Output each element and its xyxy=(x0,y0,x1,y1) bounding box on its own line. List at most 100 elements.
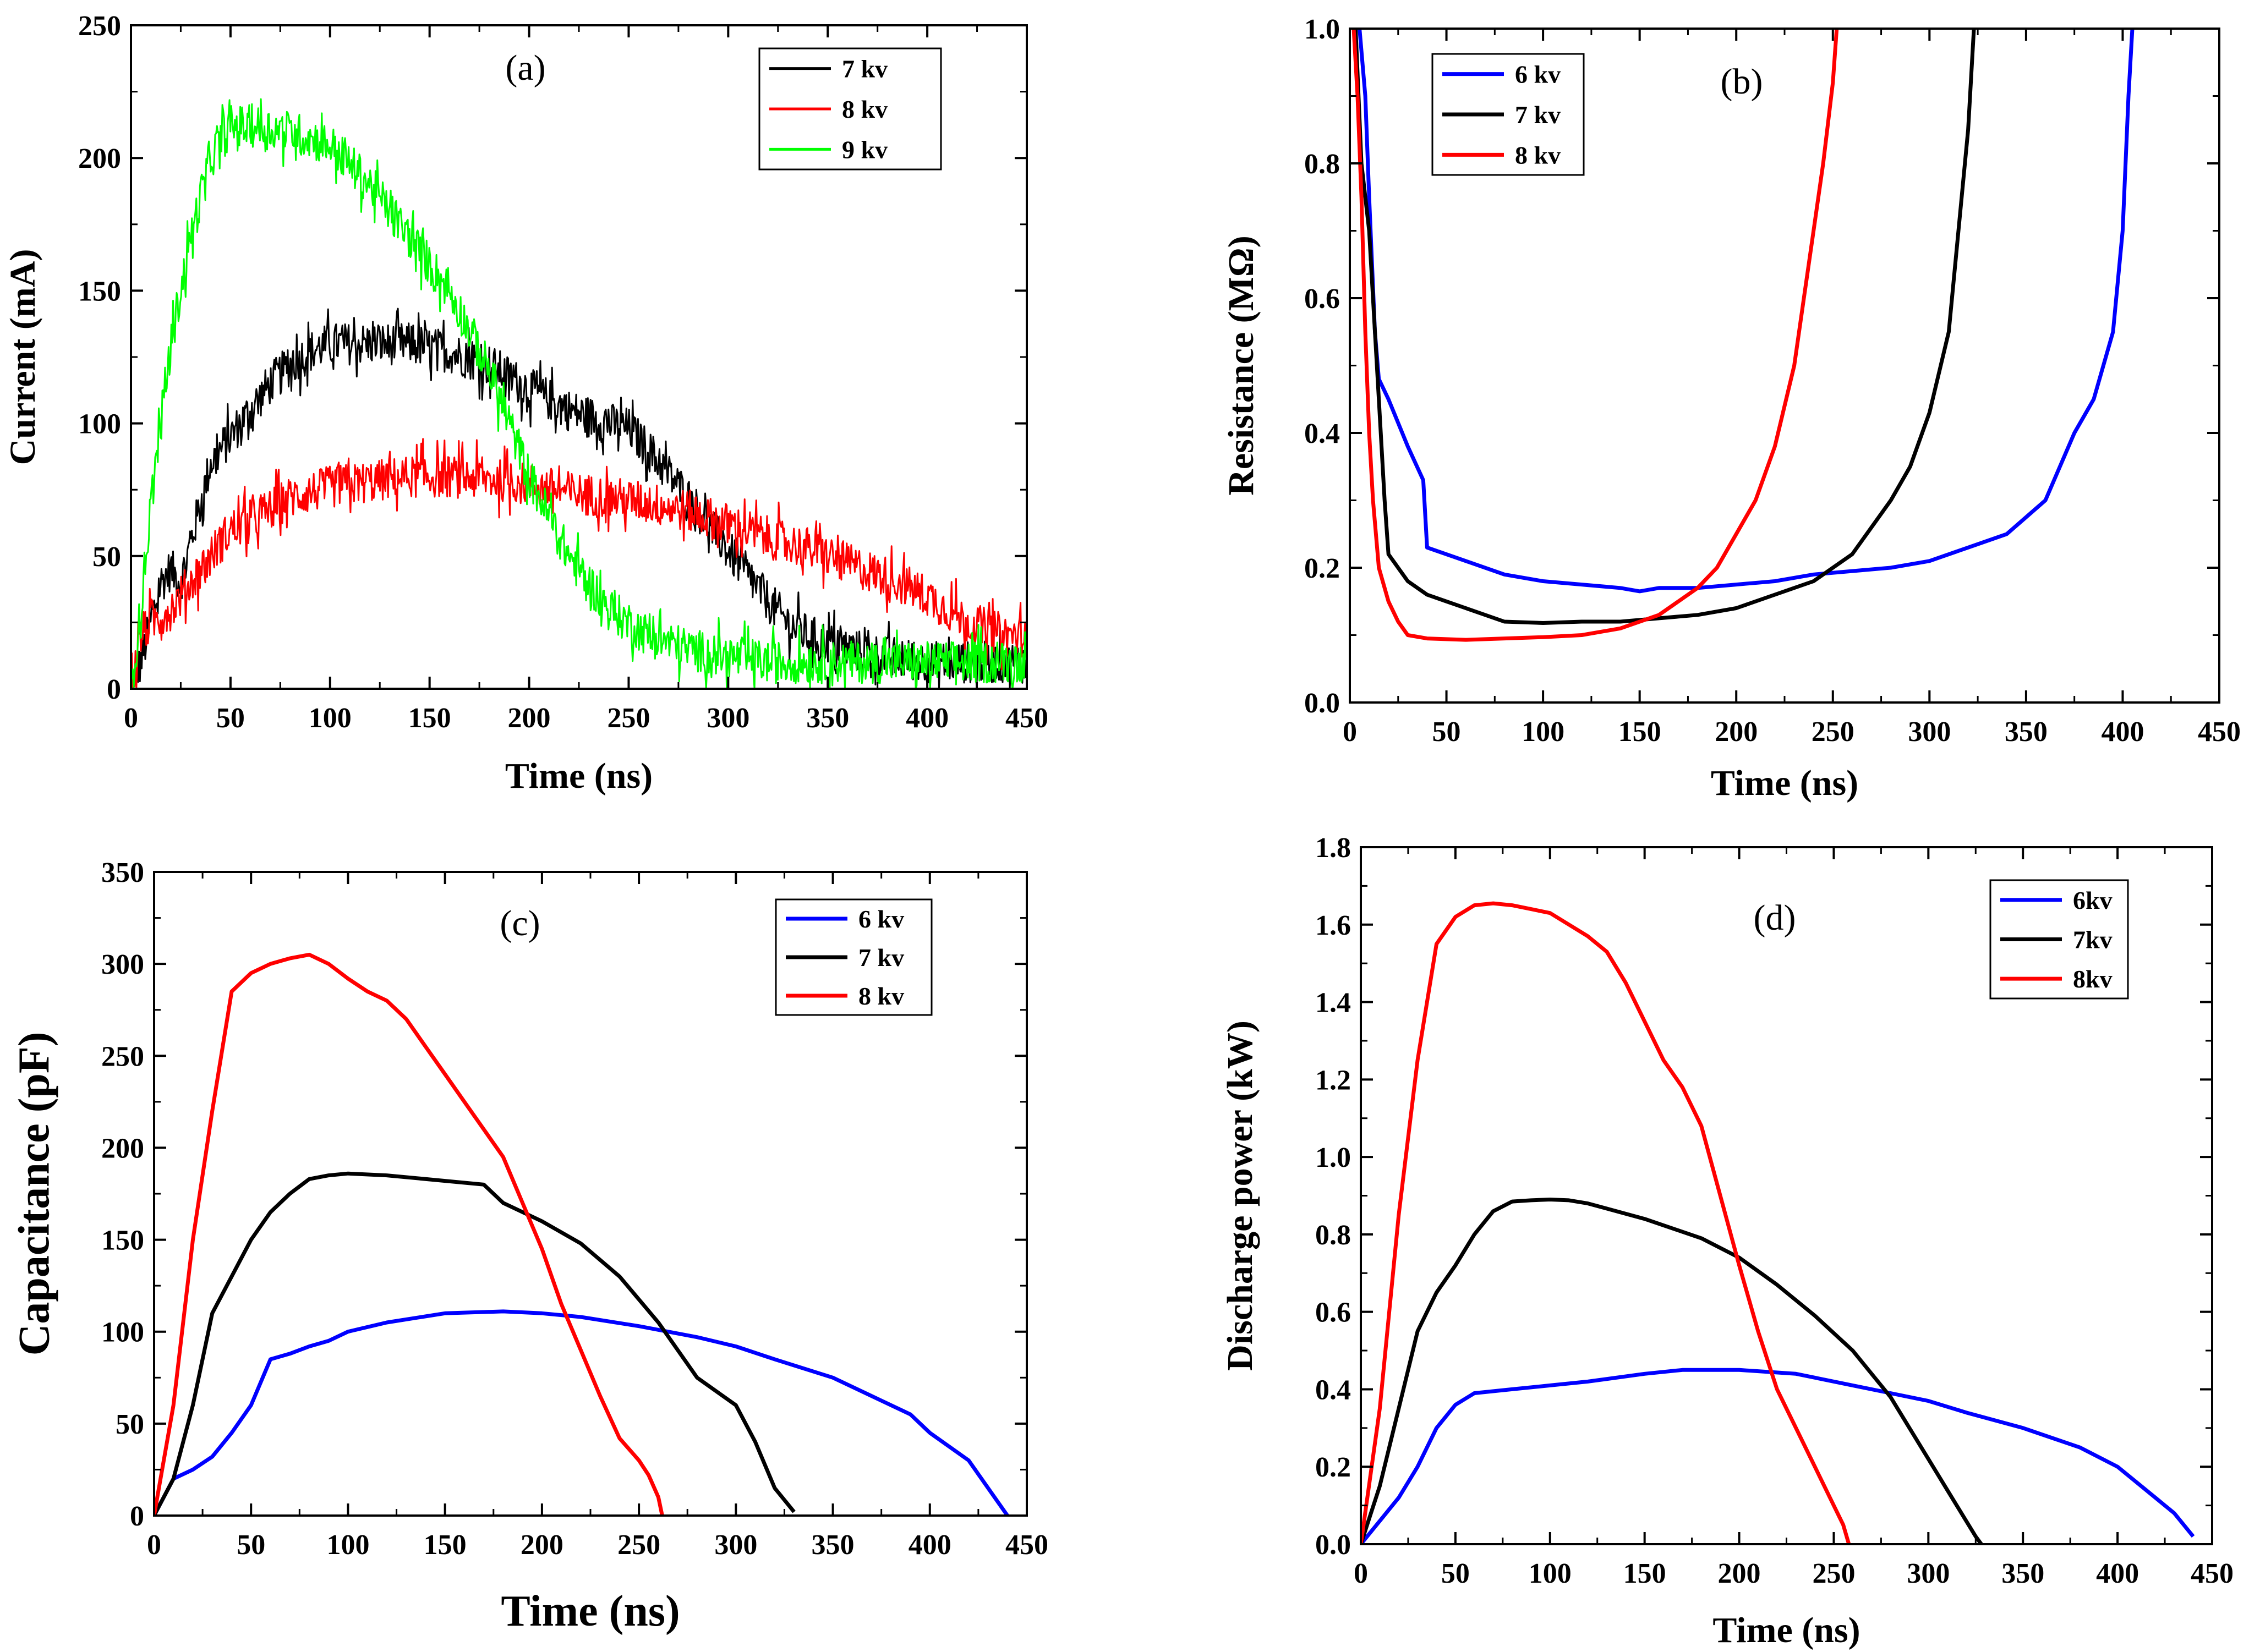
y-tick-label: 0.4 xyxy=(1315,1374,1351,1406)
y-tick-label: 150 xyxy=(78,276,121,307)
x-axis-title: Time (ns) xyxy=(1711,763,1858,803)
legend: 6 kv 7 kv 8 kv xyxy=(775,898,933,1016)
x-tick-label: 400 xyxy=(909,1529,951,1561)
x-axis-title: Time (ns) xyxy=(1712,1610,1860,1650)
y-tick-label: 250 xyxy=(78,10,121,42)
panel-label: (c) xyxy=(500,903,540,943)
x-tick-label: 300 xyxy=(1908,716,1951,748)
y-tick-label: 0.6 xyxy=(1304,283,1340,315)
legend-label: 8 kv xyxy=(1515,141,1561,169)
y-tick-label: 0.4 xyxy=(1304,418,1340,449)
x-tick-label: 250 xyxy=(607,702,650,734)
y-tick-label: 1.6 xyxy=(1315,910,1351,941)
x-tick-label: 200 xyxy=(521,1529,563,1561)
legend-label: 7 kv xyxy=(858,943,904,972)
chart-panel-3: 0 50 100 150 200 250 300 350 400 450 0 50 100 150 200 2… xyxy=(10,857,1048,1635)
y-tick-label: 1.8 xyxy=(1315,832,1351,864)
series-line-9kv xyxy=(131,98,1027,689)
y-tick-label: 150 xyxy=(101,1225,144,1256)
legend-label: 8 kv xyxy=(842,95,888,123)
y-tick-label: 350 xyxy=(101,857,144,888)
series-line-7kv xyxy=(131,308,1027,689)
series-line-7kv xyxy=(154,1171,796,1516)
x-tick-label: 350 xyxy=(812,1529,855,1561)
y-tick-label: 0.8 xyxy=(1315,1220,1351,1251)
series-line-6kv xyxy=(154,1309,1009,1516)
x-tick-label: 250 xyxy=(1812,1558,1855,1589)
y-tick-label: 50 xyxy=(116,1409,144,1440)
y-tick-label: 1.0 xyxy=(1304,14,1340,45)
x-tick-label: 200 xyxy=(1715,716,1758,748)
y-axis-title: Current (mA) xyxy=(3,249,43,465)
x-tick-label: 450 xyxy=(2191,1558,2234,1589)
series-line-8kv xyxy=(154,952,664,1516)
series-line-8kv xyxy=(1361,901,1851,1544)
x-tick-label: 250 xyxy=(617,1529,660,1561)
x-tick-label: 450 xyxy=(1005,702,1048,734)
legend: 6kv 7kv 8kv xyxy=(1989,879,2129,1000)
y-tick-label: 1.4 xyxy=(1315,987,1351,1019)
legend-label: 7 kv xyxy=(1515,101,1561,129)
x-tick-label: 150 xyxy=(1618,716,1661,748)
x-tick-label: 50 xyxy=(1441,1558,1470,1589)
panel-label: (b) xyxy=(1721,62,1763,102)
x-tick-label: 150 xyxy=(424,1529,467,1561)
series-line-7kv xyxy=(1361,1198,1983,1544)
y-tick-label: 300 xyxy=(101,949,144,980)
y-tick-label: 200 xyxy=(78,143,121,174)
x-tick-label: 450 xyxy=(1005,1529,1048,1561)
legend: 7 kv 8 kv 9 kv xyxy=(758,47,942,171)
y-tick-label: 0 xyxy=(107,674,121,705)
x-tick-label: 100 xyxy=(1522,716,1564,748)
legend-label: 6 kv xyxy=(1515,61,1561,89)
y-tick-label: 250 xyxy=(101,1041,144,1072)
legend-label: 7 kv xyxy=(842,55,888,83)
x-tick-label: 100 xyxy=(1529,1558,1572,1589)
y-tick-label: 0.0 xyxy=(1304,688,1340,719)
x-tick-label: 200 xyxy=(508,702,551,734)
y-tick-label: 0.2 xyxy=(1315,1452,1351,1483)
x-tick-label: 300 xyxy=(707,702,749,734)
series-line-8kv xyxy=(1351,29,1839,642)
x-tick-label: 150 xyxy=(1623,1558,1666,1589)
y-tick-label: 0 xyxy=(130,1501,144,1532)
y-tick-label: 50 xyxy=(92,541,121,573)
chart-panel-4: 0 50 100 150 200 250 300 350 400 450 0.0 0.2 0.4 0.6 0… xyxy=(1220,832,2234,1650)
series-line-6kv xyxy=(1358,29,2135,594)
x-tick-label: 100 xyxy=(309,702,352,734)
x-axis-title: Time (ns) xyxy=(505,756,653,796)
y-tick-label: 0.6 xyxy=(1315,1297,1351,1329)
x-tick-label: 0 xyxy=(1354,1558,1368,1589)
x-tick-label: 0 xyxy=(147,1529,161,1561)
x-tick-label: 400 xyxy=(2101,716,2144,748)
panel-label: (d) xyxy=(1754,898,1796,938)
y-tick-label: 0.8 xyxy=(1304,149,1340,180)
x-tick-label: 400 xyxy=(2096,1558,2139,1589)
legend-label: 9 kv xyxy=(842,135,888,163)
y-tick-label: 0.0 xyxy=(1315,1529,1351,1561)
x-tick-label: 350 xyxy=(2005,716,2048,748)
legend-label: 7kv xyxy=(2073,926,2113,954)
x-tick-label: 50 xyxy=(237,1529,265,1561)
x-tick-label: 0 xyxy=(124,702,138,734)
x-tick-label: 350 xyxy=(806,702,849,734)
x-tick-label: 350 xyxy=(2001,1558,2044,1589)
legend-label: 8 kv xyxy=(858,982,904,1010)
legend: 6 kv 7 kv 8 kv xyxy=(1431,53,1585,176)
y-tick-label: 1.2 xyxy=(1315,1064,1351,1096)
x-tick-label: 100 xyxy=(326,1529,369,1561)
y-axis-title: Discharge power (kW) xyxy=(1220,1020,1260,1371)
x-tick-label: 50 xyxy=(1432,716,1461,748)
x-tick-label: 200 xyxy=(1718,1558,1761,1589)
panel-label: (a) xyxy=(505,48,545,88)
y-tick-label: 100 xyxy=(101,1317,144,1348)
y-tick-label: 0.2 xyxy=(1304,553,1340,584)
x-tick-label: 450 xyxy=(2198,716,2241,748)
legend-label: 8kv xyxy=(2073,965,2113,993)
x-tick-label: 300 xyxy=(1907,1558,1950,1589)
series-line-6kv xyxy=(1361,1368,2195,1544)
y-tick-label: 200 xyxy=(101,1133,144,1164)
x-tick-label: 0 xyxy=(1343,716,1357,748)
y-tick-label: 100 xyxy=(78,409,121,440)
